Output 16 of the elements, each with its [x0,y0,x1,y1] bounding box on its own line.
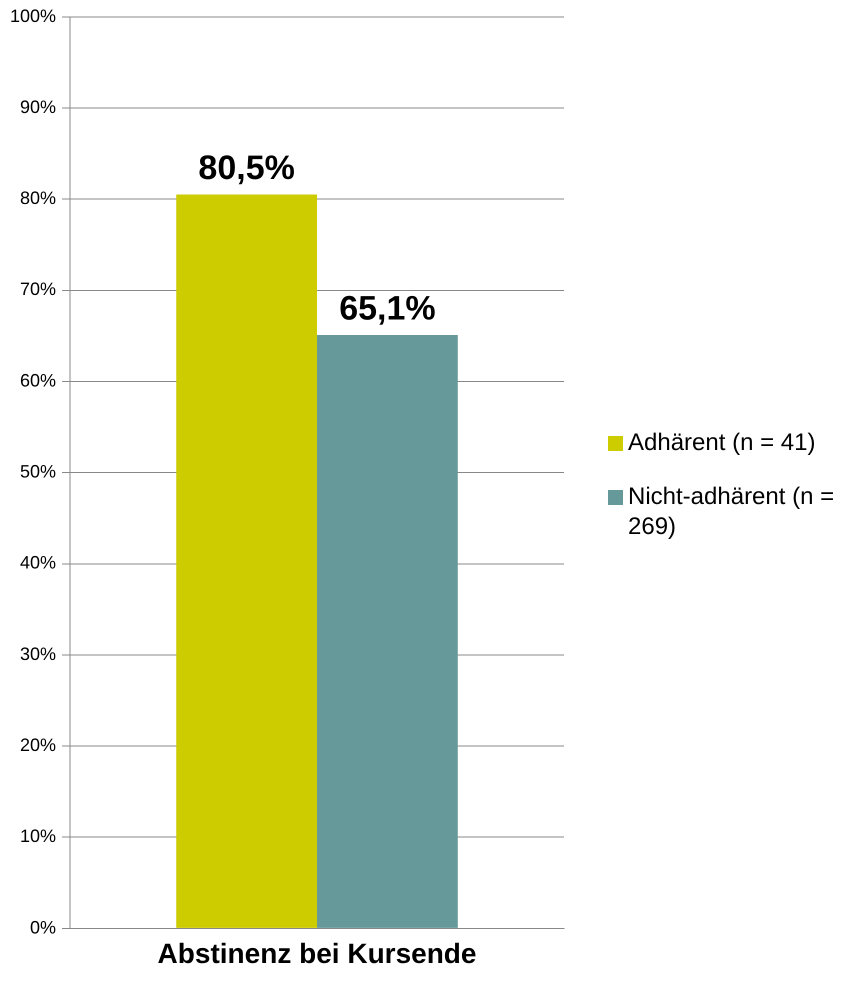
y-tick-label: 0% [30,917,56,938]
data-label: 65,1% [339,289,436,328]
y-tick-label: 60% [20,370,56,390]
y-tick-label: 80% [20,188,56,208]
y-tick-label: 30% [20,644,56,664]
y-tick-label: 40% [20,552,56,573]
y-tick-label: 20% [20,735,56,756]
y-tick-label: 70% [20,279,56,300]
y-tick-label: 100% [10,6,56,26]
legend-label: Nicht-adhärent (n = 269) [628,482,836,542]
x-tick-label: Abstinenz bei Kursende [158,938,476,969]
y-tick-label: 90% [20,96,56,117]
y-tick-label: 10% [20,826,56,846]
y-tick-label: 50% [20,462,56,482]
data-label: 80,5% [198,148,295,187]
legend-label: Adhärent (n = 41) [628,428,816,458]
